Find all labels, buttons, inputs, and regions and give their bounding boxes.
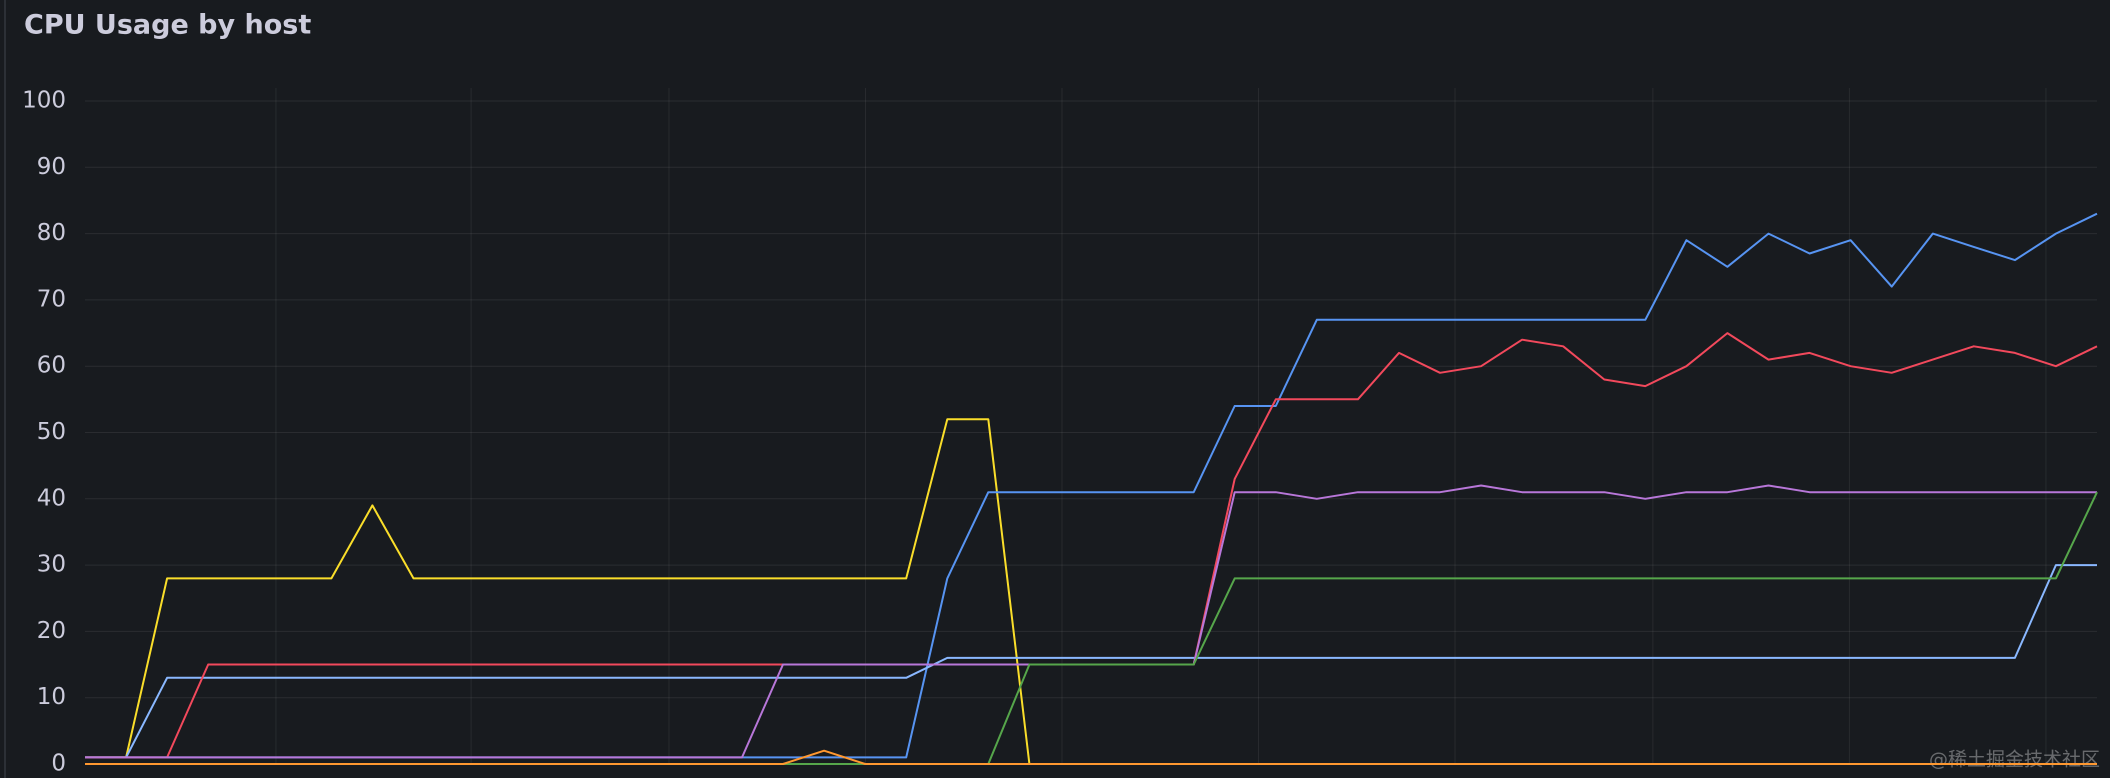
y-tick-label: 60 xyxy=(37,353,66,379)
panel-title: CPU Usage by host xyxy=(24,10,311,41)
y-tick-label: 80 xyxy=(37,220,66,246)
y-tick-label: 50 xyxy=(37,419,66,445)
series-line xyxy=(85,564,2097,759)
y-tick-label: 70 xyxy=(37,286,66,312)
watermark: @稀土掘金技术社区 xyxy=(1929,749,2100,771)
y-tick-label: 0 xyxy=(51,751,66,777)
y-tick-label: 30 xyxy=(37,552,66,578)
y-tick-label: 40 xyxy=(37,485,66,511)
y-tick-label: 10 xyxy=(37,684,66,710)
series-line xyxy=(85,749,2097,765)
y-tick-label: 20 xyxy=(37,618,66,644)
y-tick-label: 90 xyxy=(37,154,66,180)
y-tick-label: 100 xyxy=(22,88,66,114)
